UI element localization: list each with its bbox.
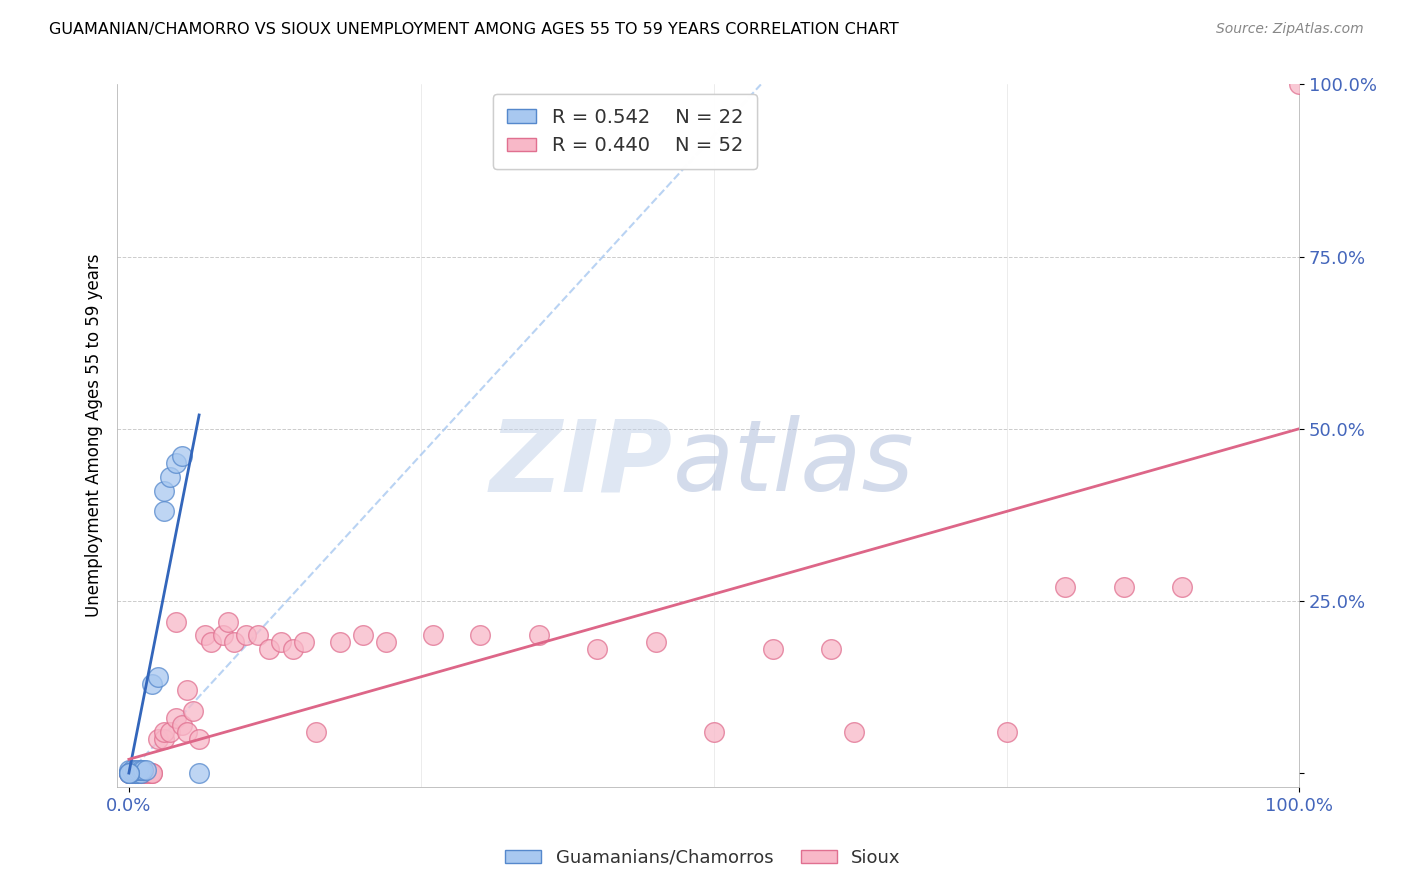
Point [153, 724, 176, 739]
Point [118, 766, 141, 780]
Point [235, 628, 257, 642]
Point [146, 670, 169, 684]
Point [422, 628, 444, 642]
Point [129, 763, 152, 777]
Text: GUAMANIAN/CHAMORRO VS SIOUX UNEMPLOYMENT AMONG AGES 55 TO 59 YEARS CORRELATION C: GUAMANIAN/CHAMORRO VS SIOUX UNEMPLOYMENT… [49, 22, 898, 37]
Point [820, 642, 842, 657]
Point [1112, 580, 1135, 594]
Text: ZIP: ZIP [489, 416, 672, 512]
Point [124, 766, 146, 780]
Text: Source: ZipAtlas.com: Source: ZipAtlas.com [1216, 22, 1364, 37]
Point [141, 766, 163, 780]
Point [170, 718, 193, 732]
Point [153, 504, 176, 518]
Point [165, 456, 187, 470]
Point [329, 635, 352, 649]
Point [176, 724, 198, 739]
Point [159, 724, 181, 739]
Point [127, 766, 149, 780]
Point [139, 766, 162, 780]
Point [281, 642, 304, 657]
Point [118, 763, 141, 777]
Point [352, 628, 374, 642]
Point [153, 731, 176, 746]
Point [375, 635, 398, 649]
Point [118, 766, 141, 780]
Point [124, 766, 146, 780]
Text: atlas: atlas [672, 416, 914, 512]
Point [188, 731, 211, 746]
Point [135, 763, 157, 777]
Point [118, 766, 141, 780]
Point [141, 766, 163, 780]
Point [294, 635, 316, 649]
Point [146, 731, 169, 746]
Point [118, 766, 141, 780]
Point [527, 628, 550, 642]
Point [224, 635, 246, 649]
Point [121, 763, 143, 777]
Point [188, 766, 211, 780]
Point [761, 642, 783, 657]
Point [170, 450, 193, 464]
Point [644, 635, 666, 649]
Point [703, 724, 725, 739]
Point [844, 724, 866, 739]
Point [200, 635, 222, 649]
Point [1054, 580, 1077, 594]
Point [121, 766, 143, 780]
Point [153, 483, 176, 498]
Point [586, 642, 609, 657]
Point [127, 766, 149, 780]
Point [259, 642, 281, 657]
Point [129, 766, 152, 780]
Point [124, 763, 146, 777]
Point [1288, 78, 1310, 92]
Point [194, 628, 217, 642]
Point [181, 704, 204, 718]
Point [165, 615, 187, 629]
Point [135, 766, 157, 780]
Point [1171, 580, 1194, 594]
Point [305, 724, 328, 739]
Legend: Guamanians/Chamorros, Sioux: Guamanians/Chamorros, Sioux [498, 842, 908, 874]
Point [159, 470, 181, 484]
Point [176, 683, 198, 698]
Point [118, 766, 141, 780]
Point [129, 766, 152, 780]
Point [217, 615, 239, 629]
Y-axis label: Unemployment Among Ages 55 to 59 years: Unemployment Among Ages 55 to 59 years [86, 254, 103, 617]
Point [211, 628, 233, 642]
Legend: R = 0.542    N = 22, R = 0.440    N = 52: R = 0.542 N = 22, R = 0.440 N = 52 [494, 95, 756, 169]
Point [246, 628, 269, 642]
Point [165, 711, 187, 725]
Point [270, 635, 292, 649]
Point [124, 766, 146, 780]
Point [132, 766, 155, 780]
Point [468, 628, 491, 642]
Point [132, 763, 155, 777]
Point [141, 676, 163, 690]
Point [995, 724, 1018, 739]
Point [127, 763, 149, 777]
Point [129, 766, 152, 780]
